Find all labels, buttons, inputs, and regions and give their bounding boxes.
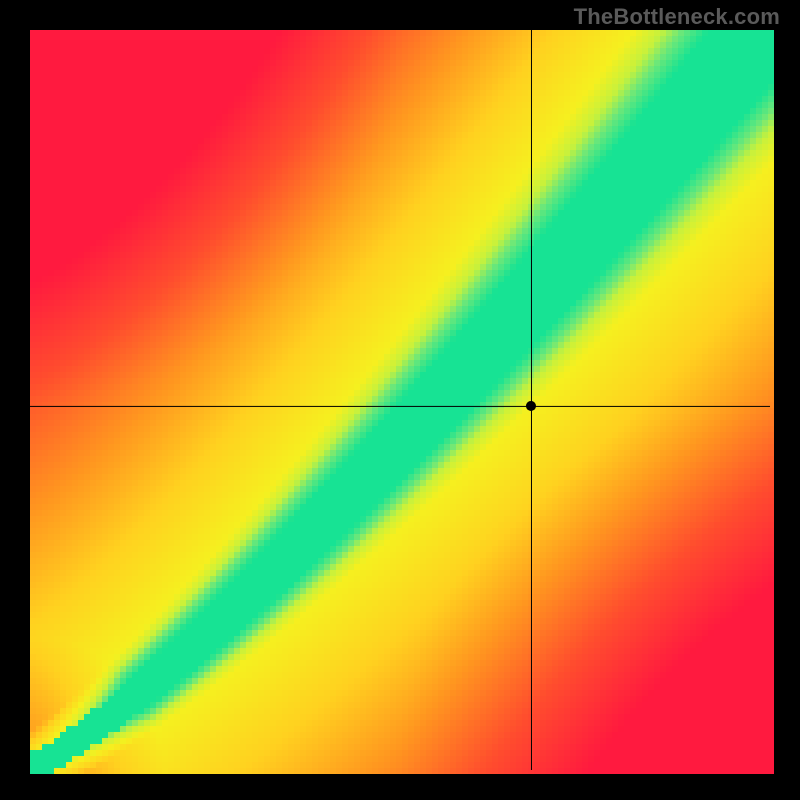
heatmap-canvas bbox=[0, 0, 800, 800]
bottleneck-heatmap: TheBottleneck.com bbox=[0, 0, 800, 800]
watermark-text: TheBottleneck.com bbox=[574, 4, 780, 30]
